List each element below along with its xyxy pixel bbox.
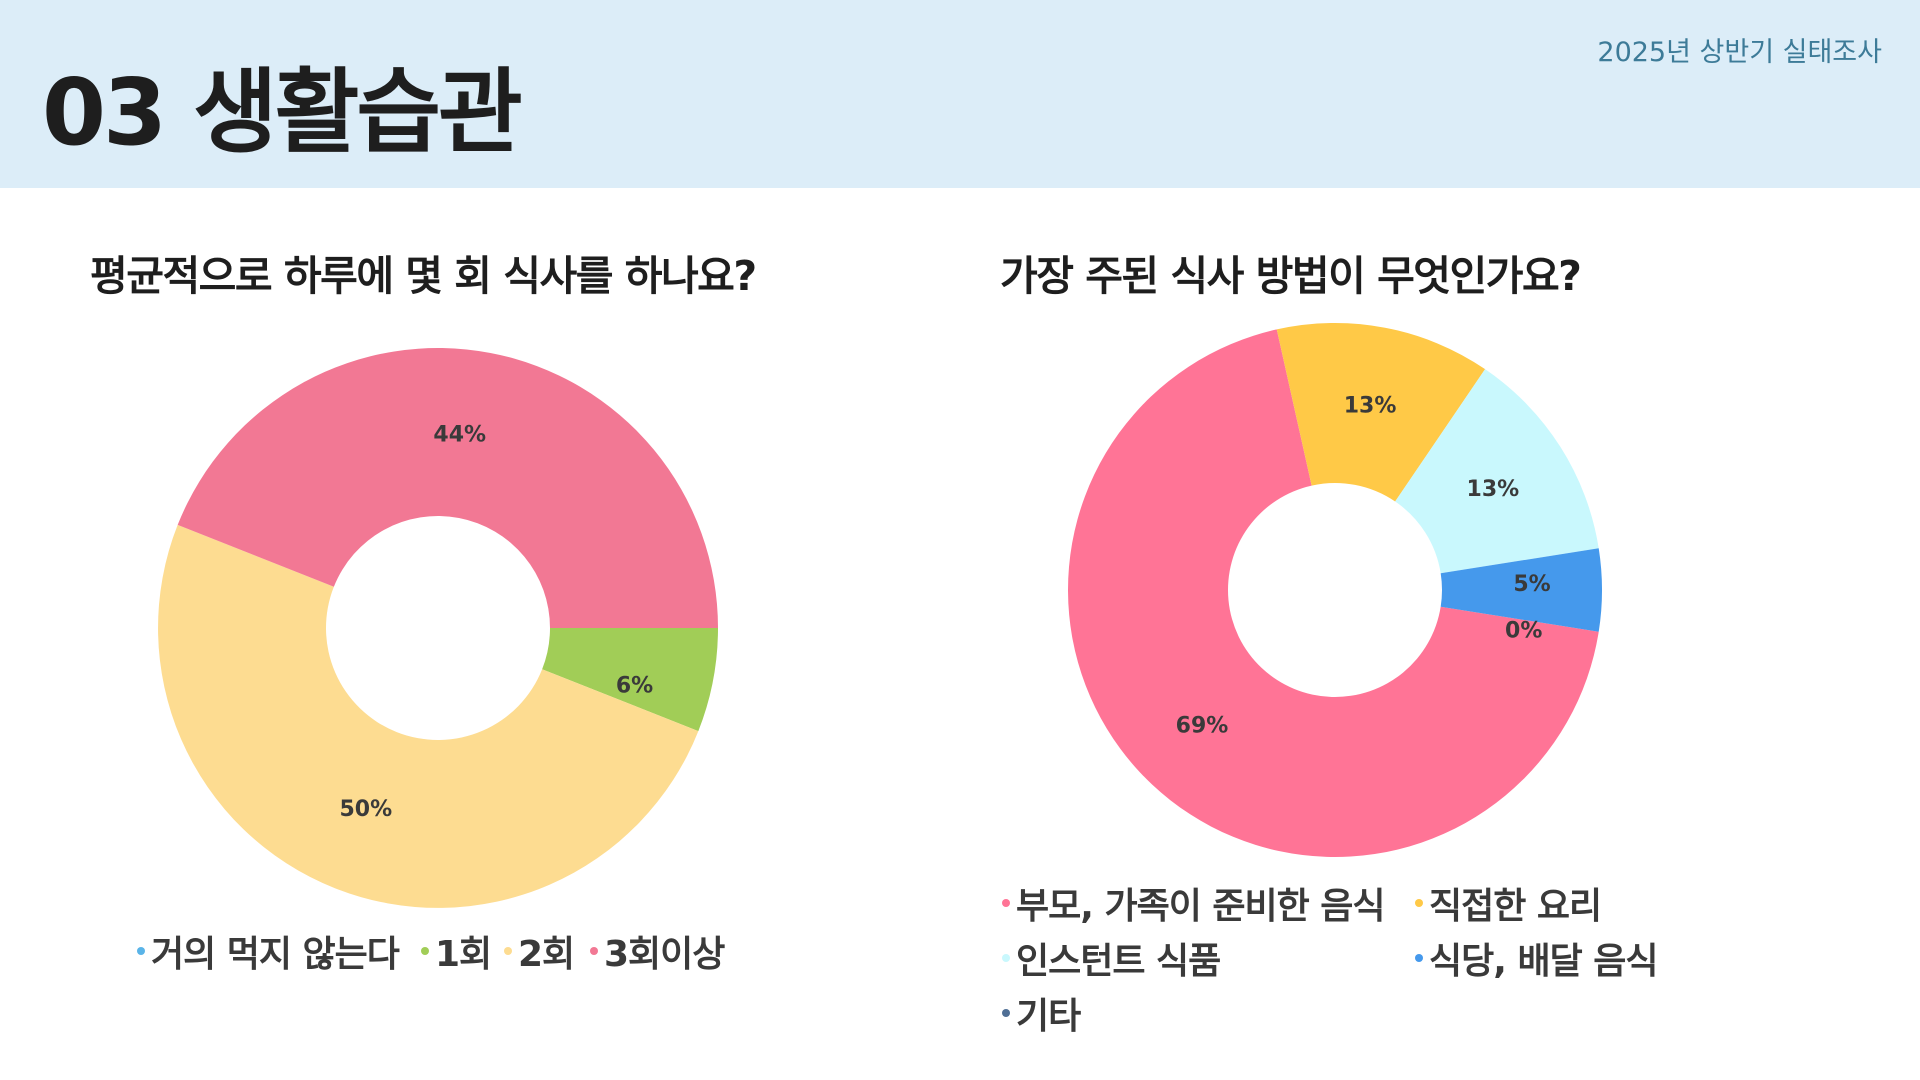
chart2-legend-item-2: 인스턴트 식품 <box>1002 932 1221 984</box>
chart1-legend-marker-1 <box>421 947 429 955</box>
chart2-value-label-1: 13% <box>1344 393 1397 418</box>
chart2-legend-label-4: 기타 <box>1016 996 1081 1037</box>
chart1-legend-label-3: 3회이상 <box>604 934 725 975</box>
chart2-legend-marker-2 <box>1002 954 1010 962</box>
chart2-slice-3 <box>1440 548 1602 632</box>
chart2-legend-item-3: 식당, 배달 음식 <box>1415 932 1658 984</box>
chart2-legend-item-0: 부모, 가족이 준비한 음식 <box>1002 877 1385 929</box>
chart1-legend-item-0: 거의 먹지 않는다 <box>137 925 400 977</box>
chart1-slice-3 <box>177 348 718 628</box>
chart2-legend-item-1: 직접한 요리 <box>1415 877 1602 929</box>
chart1-legend-marker-3 <box>590 947 598 955</box>
chart2-value-label-0: 69% <box>1176 713 1229 738</box>
header-banner: 03 생활습관 2025년 상반기 실태조사 <box>0 0 1920 188</box>
chart1-legend-item-2: 2회 <box>504 925 575 977</box>
chart1-slice-1 <box>542 628 718 732</box>
chart2-legend-label-3: 식당, 배달 음식 <box>1429 941 1658 982</box>
chart1-value-label-1: 6% <box>616 674 653 699</box>
chart1-legend-label-1: 1회 <box>435 934 492 975</box>
chart2-value-label-3: 5% <box>1513 572 1550 597</box>
survey-label: 2025년 상반기 실태조사 <box>1597 37 1882 68</box>
chart2-slice-0 <box>1068 329 1599 857</box>
page-title: 03 생활습관 <box>42 59 523 166</box>
chart1-legend-marker-2 <box>504 947 512 955</box>
chart2-legend-item-4: 기타 <box>1002 987 1081 1039</box>
chart1-legend-item-1: 1회 <box>421 925 492 977</box>
chart1-value-label-3: 44% <box>433 422 486 447</box>
meal-method-donut-chart: 69% 13% 13% 5% 0% <box>1068 323 1602 857</box>
chart2-legend-label-1: 직접한 요리 <box>1429 886 1602 927</box>
chart2-legend-label-2: 인스턴트 식품 <box>1016 941 1221 982</box>
chart2-value-label-2: 13% <box>1467 477 1520 502</box>
chart1-slice-2 <box>158 524 699 908</box>
question-1-title: 평균적으로 하루에 몇 회 식사를 하나요? <box>90 252 757 300</box>
chart2-legend-marker-0 <box>1002 899 1010 907</box>
chart2-legend-label-0: 부모, 가족이 준비한 음식 <box>1016 886 1385 927</box>
chart2-value-label-4: 0% <box>1505 618 1542 643</box>
chart1-value-label-2: 50% <box>340 797 393 822</box>
question-2-title: 가장 주된 식사 방법이 무엇인가요? <box>1000 252 1582 300</box>
chart2-slice-1 <box>1276 323 1486 502</box>
chart1-legend-label-0: 거의 먹지 않는다 <box>151 934 400 975</box>
chart2-legend-marker-3 <box>1415 954 1423 962</box>
meal-count-donut-chart: 0%6%50%44% <box>158 348 718 908</box>
chart2-slice-2 <box>1395 369 1599 574</box>
chart1-legend-item-3: 3회이상 <box>590 925 725 977</box>
chart1-legend-label-2: 2회 <box>518 934 575 975</box>
chart1-legend-marker-0 <box>137 947 145 955</box>
chart2-legend-marker-1 <box>1415 899 1423 907</box>
chart2-legend-marker-4 <box>1002 1009 1010 1017</box>
